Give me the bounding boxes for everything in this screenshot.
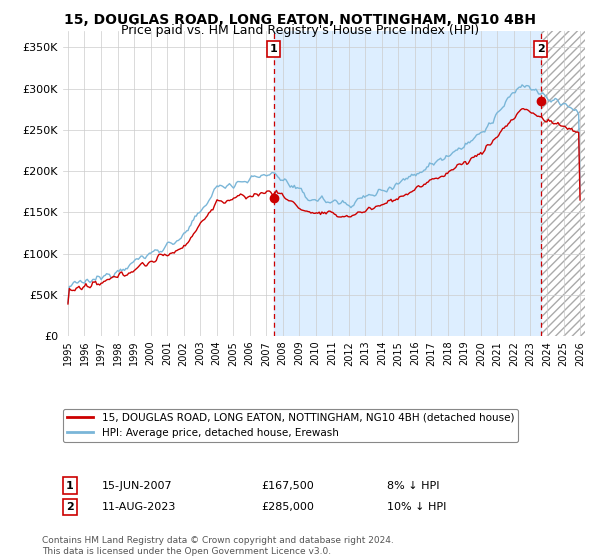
- Text: 15-JUN-2007: 15-JUN-2007: [102, 480, 173, 491]
- Text: 2: 2: [537, 44, 545, 54]
- Text: 1: 1: [66, 480, 74, 491]
- Text: £285,000: £285,000: [262, 502, 314, 512]
- Text: 1: 1: [270, 44, 278, 54]
- Bar: [541, 31, 585, 336]
- Text: £167,500: £167,500: [262, 480, 314, 491]
- Text: Contains HM Land Registry data © Crown copyright and database right 2024.
This d: Contains HM Land Registry data © Crown c…: [42, 536, 394, 556]
- Legend: 15, DOUGLAS ROAD, LONG EATON, NOTTINGHAM, NG10 4BH (detached house), HPI: Averag: 15, DOUGLAS ROAD, LONG EATON, NOTTINGHAM…: [63, 409, 518, 442]
- Text: 10% ↓ HPI: 10% ↓ HPI: [386, 502, 446, 512]
- Text: 11-AUG-2023: 11-AUG-2023: [102, 502, 176, 512]
- Text: 8% ↓ HPI: 8% ↓ HPI: [386, 480, 439, 491]
- Text: Price paid vs. HM Land Registry's House Price Index (HPI): Price paid vs. HM Land Registry's House …: [121, 24, 479, 36]
- Text: 2: 2: [66, 502, 74, 512]
- Text: 15, DOUGLAS ROAD, LONG EATON, NOTTINGHAM, NG10 4BH: 15, DOUGLAS ROAD, LONG EATON, NOTTINGHAM…: [64, 13, 536, 27]
- Bar: [274, 31, 541, 336]
